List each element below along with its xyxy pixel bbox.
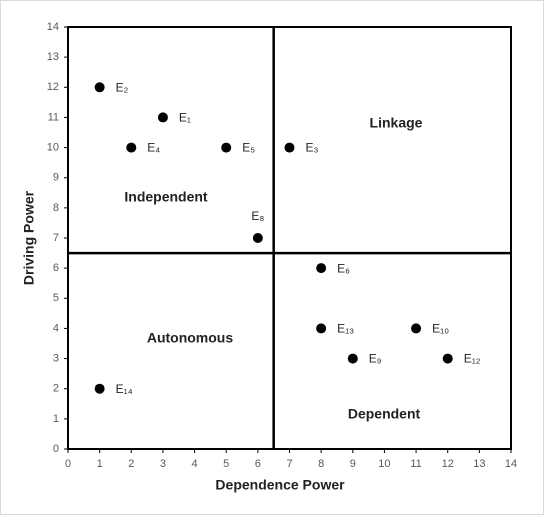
point-label: E₉	[369, 352, 382, 366]
point-label: E₁	[179, 111, 191, 125]
point	[316, 263, 327, 274]
y-tick-label: 4	[53, 322, 59, 334]
point	[126, 142, 137, 153]
quadrant-label: Independent	[124, 189, 208, 205]
point-label: E₁₀	[432, 322, 449, 336]
y-tick-label: 9	[53, 172, 59, 184]
y-tick-label: 0	[53, 443, 59, 455]
x-tick-label: 12	[442, 458, 454, 470]
x-tick-label: 9	[350, 458, 356, 470]
y-tick-label: 13	[47, 51, 59, 63]
point-label: E₂	[116, 80, 129, 94]
y-tick-label: 2	[53, 383, 59, 395]
point	[347, 353, 358, 364]
point-label: E₁₂	[464, 352, 481, 366]
x-tick-label: 7	[286, 458, 292, 470]
y-tick-label: 1	[53, 413, 59, 425]
point	[316, 323, 327, 334]
x-tick-label: 0	[65, 458, 71, 470]
quadrant-label: Autonomous	[147, 330, 234, 346]
y-tick-label: 11	[48, 111, 59, 123]
x-axis-title: Dependence Power	[215, 477, 345, 493]
point	[442, 353, 453, 364]
point-label: E₁₄	[116, 382, 133, 396]
y-tick-label: 3	[53, 352, 59, 364]
x-tick-label: 3	[160, 458, 166, 470]
point-label: E₈	[251, 209, 264, 223]
point-label: E₃	[306, 141, 319, 155]
quadrant-label: Dependent	[348, 406, 421, 422]
y-tick-label: 6	[53, 262, 59, 274]
y-tick-label: 10	[47, 141, 59, 153]
x-tick-label: 5	[223, 458, 229, 470]
y-tick-label: 12	[47, 81, 59, 93]
y-tick-label: 5	[53, 292, 59, 304]
x-tick-label: 14	[505, 458, 517, 470]
x-tick-label: 6	[255, 458, 261, 470]
y-tick-label: 14	[47, 21, 59, 33]
point	[284, 142, 295, 153]
point	[94, 82, 105, 93]
x-tick-label: 4	[192, 458, 198, 470]
point-label: E₄	[147, 141, 160, 155]
x-tick-label: 11	[410, 458, 421, 470]
point	[157, 112, 168, 123]
x-tick-label: 10	[378, 458, 390, 470]
x-tick-label: 8	[318, 458, 324, 470]
point	[411, 323, 422, 334]
y-tick-label: 7	[53, 232, 59, 244]
point	[252, 233, 263, 243]
x-tick-label: 2	[128, 458, 134, 470]
point-label: E₅	[242, 141, 255, 155]
x-tick-label: 13	[473, 458, 485, 470]
quadrant-label: Linkage	[370, 115, 423, 131]
point-label: E₆	[337, 261, 350, 275]
plot-frame	[67, 26, 512, 450]
x-tick-label: 1	[97, 458, 103, 470]
y-tick-label: 8	[53, 202, 59, 214]
y-axis-title: Driving Power	[21, 190, 37, 285]
point-label: E₁₃	[337, 322, 354, 336]
point	[94, 383, 105, 394]
point	[221, 142, 232, 153]
